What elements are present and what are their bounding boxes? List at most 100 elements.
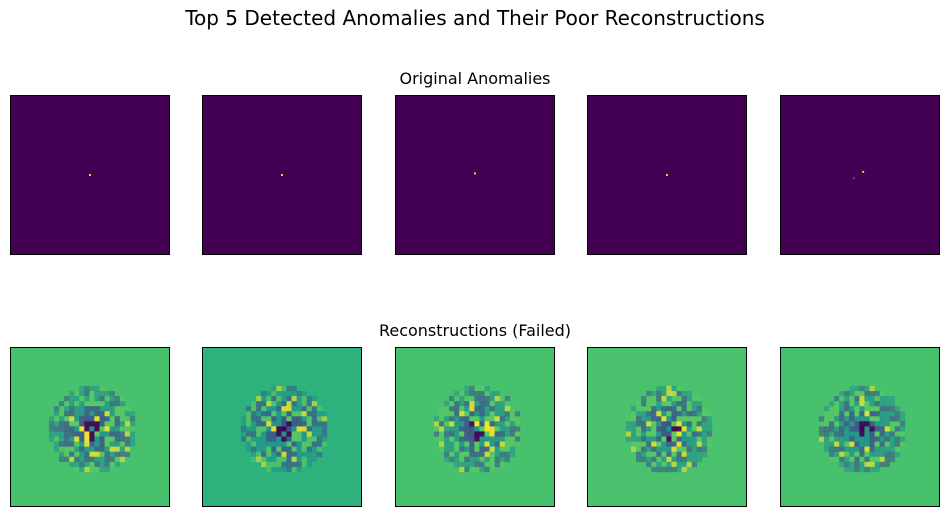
reconstruction-cell [271, 385, 277, 392]
reconstruction-cell [854, 401, 860, 407]
reconstruction-cell [291, 396, 297, 402]
reconstruction-cell [869, 396, 875, 402]
reconstruction-cell [79, 436, 85, 442]
reconstruction-cell [104, 446, 110, 452]
reconstruction-cell [89, 466, 95, 473]
reconstruction-cell [696, 421, 703, 427]
reconstruction-cell [104, 426, 110, 432]
reconstruction-cell [686, 421, 692, 427]
reconstruction-cell [894, 451, 901, 458]
reconstruction-cell [469, 456, 475, 463]
reconstruction-cell [676, 436, 682, 442]
reconstruction-cell [636, 456, 642, 463]
reconstruction-cell [859, 401, 865, 407]
reconstruction-cell [849, 390, 855, 397]
reconstruction-cell [286, 436, 292, 442]
reconstruction-cell [686, 406, 692, 412]
reconstruction-cell [706, 426, 713, 432]
reconstruction-cell [74, 436, 80, 442]
reconstruction-cell [104, 461, 110, 468]
reconstruction-cell [630, 426, 637, 432]
reconstruction-cell [691, 421, 698, 427]
reconstruction-cell [686, 426, 692, 432]
reconstruction-cell [84, 390, 90, 397]
reconstruction-cell [666, 401, 672, 407]
reconstruction-cell [834, 416, 840, 422]
reconstruction-cell [646, 461, 652, 468]
reconstruction-cell [844, 390, 850, 397]
reconstruction-cell [104, 441, 110, 447]
reconstruction-cell [636, 416, 642, 422]
reconstruction-cell [124, 406, 131, 412]
reconstruction-cell [874, 421, 880, 427]
reconstruction-cell [240, 426, 247, 432]
reconstruction-cell [859, 406, 865, 412]
reconstruction-cell [316, 421, 323, 427]
reconstruction-cell [124, 411, 131, 417]
reconstruction-cell [99, 466, 105, 473]
reconstruction-cell [301, 451, 307, 458]
reconstruction-cell [311, 396, 318, 402]
reconstruction-cell [829, 446, 835, 452]
reconstruction-cell [636, 446, 642, 452]
reconstruction-cell [894, 436, 901, 442]
reconstruction-cell [251, 401, 257, 407]
reconstruction-cell [74, 441, 80, 447]
reconstruction-cell [311, 421, 318, 427]
reconstruction-cell [433, 416, 440, 422]
reconstruction-cell [474, 456, 480, 463]
reconstruction-cell [676, 390, 682, 397]
reconstruction-cell [94, 446, 100, 452]
reconstruction-cell [504, 421, 511, 427]
reconstruction-cell [296, 466, 302, 473]
reconstruction-cell [676, 416, 682, 422]
reconstruction-cell [884, 451, 891, 458]
reconstruction-cell [874, 466, 880, 473]
reconstruction-cell [296, 451, 302, 458]
reconstruction-cell [301, 416, 307, 422]
reconstruction-cell [829, 431, 835, 437]
reconstruction-cell [109, 406, 115, 412]
reconstruction-cell [271, 426, 277, 432]
reconstruction-cell [509, 411, 516, 417]
reconstruction-cell [124, 436, 131, 442]
reconstruction-cell [266, 441, 272, 447]
reconstruction-cell [859, 390, 865, 397]
reconstruction-cell [89, 426, 95, 432]
reconstruction-cell [306, 401, 313, 407]
reconstruction-cell [99, 421, 105, 427]
reconstruction-cell [64, 456, 70, 463]
reconstruction-cell [884, 441, 891, 447]
reconstruction-cell [464, 385, 470, 392]
reconstruction-cell [245, 416, 252, 422]
reconstruction-cell [69, 401, 75, 407]
reconstruction-cell [316, 426, 323, 432]
reconstruction-cell [454, 431, 460, 437]
reconstruction-cell [433, 436, 440, 442]
reconstruction-cell [469, 436, 475, 442]
reconstruction-cell [849, 446, 855, 452]
reconstruction-cell [89, 421, 95, 427]
reconstruction-cell [84, 466, 90, 473]
reconstruction-cell [656, 426, 662, 432]
reconstruction-cell [899, 436, 906, 442]
reconstruction-cell [686, 396, 692, 402]
reconstruction-cell [469, 396, 475, 402]
reconstruction-cell [854, 390, 860, 397]
reconstruction-cell [286, 421, 292, 427]
reconstruction-cell [464, 431, 470, 437]
reconstruction-cell [79, 441, 85, 447]
reconstruction-cell [671, 436, 677, 442]
reconstruction-cell [879, 436, 885, 442]
reconstruction-cell [859, 461, 865, 468]
reconstruction-cell [864, 446, 870, 452]
reconstruction-cell [251, 446, 257, 452]
reconstruction-cell [839, 456, 845, 463]
reconstruction-cell [276, 431, 282, 437]
reconstruction-cell [844, 436, 850, 442]
reconstruction-cell [646, 451, 652, 458]
reconstruction-cell [706, 411, 713, 417]
reconstruction-cell [454, 426, 460, 432]
reconstruction-cell [636, 436, 642, 442]
anomaly-pixel [474, 172, 476, 175]
